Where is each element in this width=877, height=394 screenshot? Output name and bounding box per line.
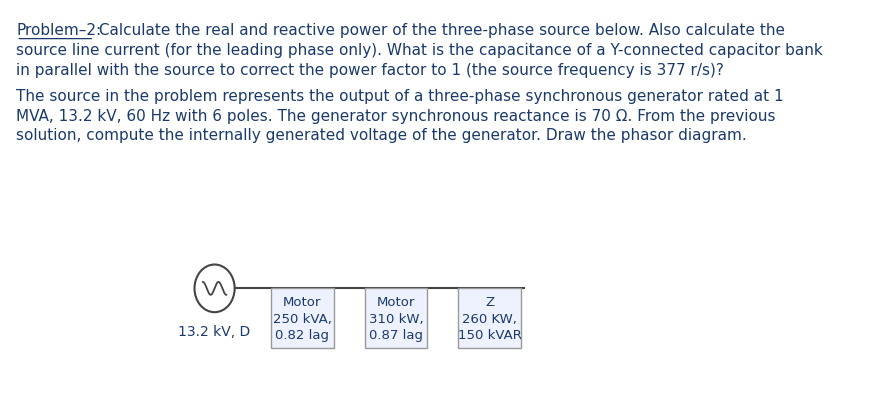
FancyBboxPatch shape bbox=[365, 288, 427, 348]
Text: 13.2 kV, D: 13.2 kV, D bbox=[178, 325, 251, 339]
Text: solution, compute the internally generated voltage of the generator. Draw the ph: solution, compute the internally generat… bbox=[17, 128, 747, 143]
Text: MVA, 13.2 kV, 60 Hz with 6 poles. The generator synchronous reactance is 70 Ω. F: MVA, 13.2 kV, 60 Hz with 6 poles. The ge… bbox=[17, 109, 776, 124]
Text: 250 kVA,: 250 kVA, bbox=[273, 313, 332, 326]
Text: Motor: Motor bbox=[377, 296, 415, 309]
Text: in parallel with the source to correct the power factor to 1 (the source frequen: in parallel with the source to correct t… bbox=[17, 63, 724, 78]
Text: source line current (for the leading phase only). What is the capacitance of a Y: source line current (for the leading pha… bbox=[17, 43, 824, 58]
Text: 310 kW,: 310 kW, bbox=[368, 313, 424, 326]
FancyBboxPatch shape bbox=[459, 288, 521, 348]
Text: Z: Z bbox=[485, 296, 495, 309]
Text: 0.87 lag: 0.87 lag bbox=[369, 329, 423, 342]
Text: Calculate the real and reactive power of the three-phase source below. Also calc: Calculate the real and reactive power of… bbox=[94, 23, 785, 38]
Text: 150 kVAR: 150 kVAR bbox=[458, 329, 522, 342]
FancyBboxPatch shape bbox=[271, 288, 334, 348]
Text: The source in the problem represents the output of a three-phase synchronous gen: The source in the problem represents the… bbox=[17, 89, 784, 104]
Text: 260 KW,: 260 KW, bbox=[462, 313, 517, 326]
Text: Motor: Motor bbox=[283, 296, 322, 309]
Text: 0.82 lag: 0.82 lag bbox=[275, 329, 330, 342]
Text: Problem–2:: Problem–2: bbox=[17, 23, 102, 38]
